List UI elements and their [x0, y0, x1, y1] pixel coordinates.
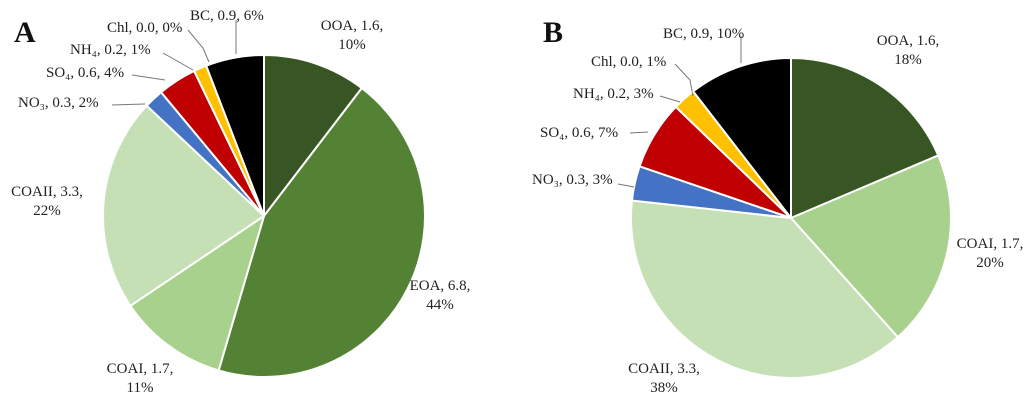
data-label-line: COAI, 1.7,: [957, 236, 1024, 252]
data-label-ooa: OOA, 1.6, 10%: [321, 18, 384, 53]
data-label-line: Chl, 0.0, 0%: [107, 20, 182, 36]
data-label-nh4: NH₄, 0.2, 1%: [70, 42, 151, 58]
data-label-line: SO₄, 0.6, 4%: [46, 65, 124, 81]
pie-slice-bc: [205, 54, 265, 217]
data-label-so4: SO₄, 0.6, 7%: [540, 125, 618, 141]
data-label-coai: COAI, 1.7, 20%: [957, 236, 1024, 271]
data-label-eoa: EOA, 6.8, 44%: [410, 278, 471, 313]
pie-slice-ooa: [790, 57, 940, 219]
data-label-line: COAII, 3.3,: [11, 184, 83, 200]
data-label-chl: Chl, 0.0, 1%: [591, 54, 666, 70]
data-label-line: BC, 0.9, 10%: [663, 26, 744, 42]
data-label-line: 20%: [976, 255, 1004, 271]
data-label-line: 11%: [127, 380, 154, 395]
data-label-bc: BC, 0.9, 10%: [663, 26, 744, 42]
data-label-line: NO₃, 0.3, 2%: [18, 95, 99, 111]
leader-line-nh4: [162, 52, 194, 71]
data-label-so4: SO₄, 0.6, 4%: [46, 65, 124, 81]
pie-slice-coai: [790, 154, 952, 339]
data-label-line: COAII, 3.3,: [628, 361, 700, 377]
leader-line-no3: [111, 103, 146, 106]
leader-line-so4: [131, 74, 166, 81]
data-label-line: 22%: [33, 203, 61, 219]
data-label-line: COAI, 1.7,: [107, 361, 174, 377]
leader-line-chl: [674, 63, 694, 97]
data-label-line: 44%: [426, 297, 454, 313]
data-label-line: OOA, 1.6,: [877, 33, 940, 49]
panel-label-a: A: [14, 16, 36, 49]
data-label-line: Chl, 0.0, 1%: [591, 54, 666, 70]
data-label-coaii: COAII, 3.3, 38%: [628, 361, 700, 395]
data-label-line: OOA, 1.6,: [321, 18, 384, 34]
data-label-line: SO₄, 0.6, 7%: [540, 125, 618, 141]
pie-a: OOA, 1.6, 10%EOA, 6.8, 44%COAI, 1.7, 11%COA…: [11, 8, 471, 396]
pie-slice-coaii: [630, 199, 899, 379]
data-label-line: NH₄, 0.2, 3%: [573, 86, 654, 102]
pie-slice-coaii: [102, 104, 265, 307]
data-label-no3: NO₃, 0.3, 3%: [532, 172, 613, 188]
data-label-line: 18%: [894, 52, 922, 68]
data-label-coaii: COAII, 3.3, 22%: [11, 184, 83, 219]
pie-slice-bc: [692, 57, 792, 219]
pie-slice-ooa: [263, 54, 363, 217]
data-label-line: 38%: [650, 380, 678, 395]
pie-slice-coai: [129, 215, 265, 372]
data-label-ooa: OOA, 1.6, 18%: [877, 33, 940, 68]
data-label-bc: BC, 0.9, 6%: [190, 8, 264, 24]
data-label-line: BC, 0.9, 6%: [190, 8, 264, 24]
leader-line-so4: [629, 131, 649, 134]
pie-b: OOA, 1.6, 18% COAI, 1.7, 20% COAII, 3.3, 38% N…: [532, 26, 1024, 396]
data-label-nh4: NH₄, 0.2, 3%: [573, 86, 654, 102]
data-label-coai: COAI, 1.7, 11%: [107, 361, 174, 395]
data-label-line: NO₃, 0.3, 3%: [532, 172, 613, 188]
data-label-line: 10%: [338, 37, 366, 53]
data-label-no3: NO₃, 0.3, 2%: [18, 95, 99, 111]
pie-slice-eoa: [217, 87, 426, 378]
data-label-line: EOA, 6.8,: [410, 278, 471, 294]
leader-line-chl: [187, 29, 210, 63]
data-label-chl: Chl, 0.0, 0%: [107, 20, 182, 36]
leader-line-no3: [617, 183, 635, 188]
panel-label-b: B: [543, 16, 563, 49]
leader-line-nh4: [659, 95, 681, 103]
data-label-line: NH₄, 0.2, 1%: [70, 42, 151, 58]
